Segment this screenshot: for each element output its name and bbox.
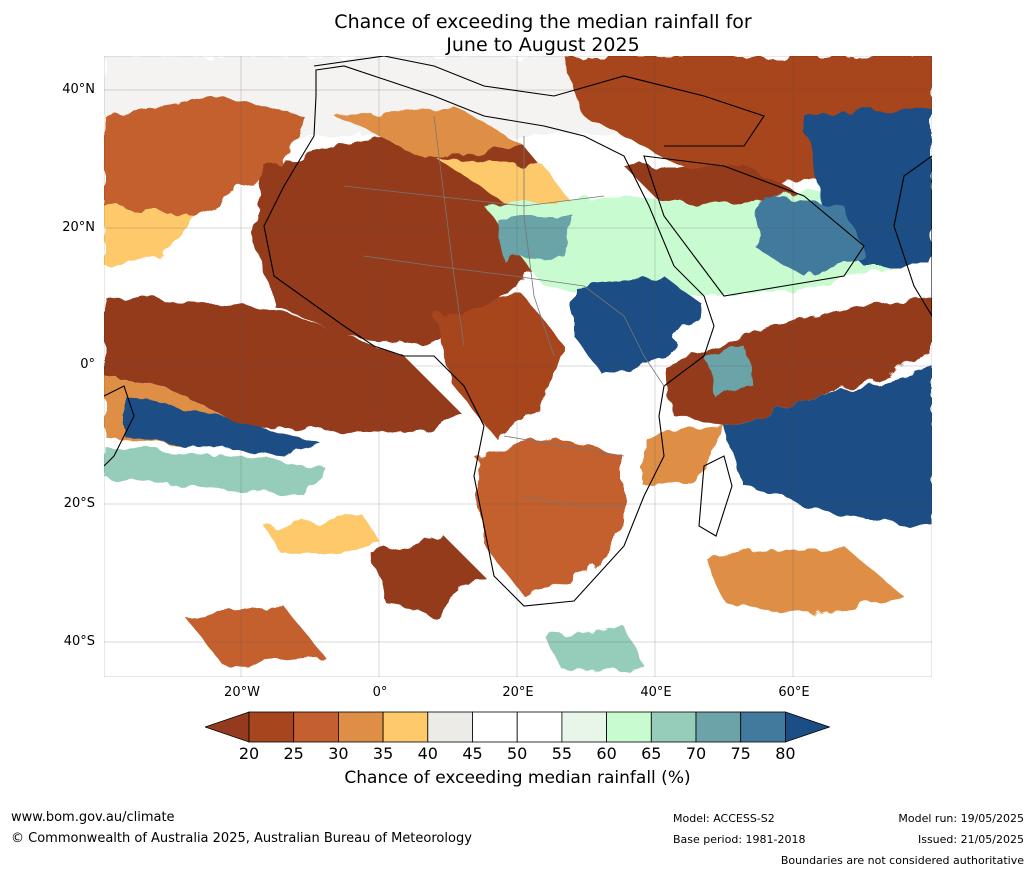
map-title-line1: Chance of exceeding the median rainfall … (334, 11, 752, 33)
colorbar-tick-label: 40 (417, 744, 438, 763)
colorbar-tick-label: 65 (641, 744, 662, 763)
south-america-coastline (104, 385, 135, 467)
colorbar-tick-label: 25 (283, 744, 304, 763)
colorbar-segment (695, 711, 742, 743)
coastlines (104, 56, 932, 607)
colorbar-tick-label: 35 (372, 744, 394, 763)
colorbar-tick-label: 55 (551, 744, 573, 763)
lat-label-0: 0° (80, 357, 95, 372)
arabia-coastline (643, 155, 865, 297)
model-name: Model: ACCESS-S2 (673, 812, 775, 825)
colorbar (205, 711, 830, 743)
wet-fringe-south-atlantic (104, 446, 324, 496)
lon-label-0: 0° (372, 685, 388, 700)
dry-zone-central-africa (434, 296, 564, 436)
madagascar-coastline (698, 455, 733, 537)
issued-date: Issued: 21/05/2025 (917, 833, 1024, 846)
colorbar-tick-label: 30 (328, 744, 349, 763)
colorbar-tick-label: 50 (507, 744, 528, 763)
dry-patch-south-atlantic (374, 536, 484, 616)
website-link[interactable]: www.bom.gov.au/climate (11, 810, 175, 825)
rainfall-map (104, 56, 932, 677)
lon-label-60e: 60°E (778, 685, 810, 700)
lat-label-40n: 40°N (62, 82, 95, 97)
wet-zone-arabian-sea (754, 196, 864, 276)
lon-label-40e: 40°E (640, 685, 672, 700)
wet-streak-south-atlantic (124, 396, 324, 456)
wet-zone-south-indian-ocean (724, 366, 932, 526)
colorbar-tick-label: 20 (238, 744, 260, 763)
orange-patch-southern (264, 516, 384, 556)
wet-patch-southern-ocean (544, 626, 644, 671)
india-coastline (893, 155, 932, 318)
colorbar-segment (516, 711, 563, 743)
colorbar-extend-high (785, 711, 830, 743)
colorbar-label: Chance of exceeding median rainfall (%) (344, 768, 691, 788)
orange-fringe-sahara (434, 156, 574, 216)
dry-fringe-sahara (334, 106, 524, 156)
orange-fringe-atlantic (104, 206, 194, 266)
dry-zone-southern-africa (474, 436, 624, 596)
copyright-notice: © Commonwealth of Australia 2025, Austra… (11, 831, 472, 846)
colorbar-tick-label: 60 (596, 744, 617, 763)
dry-band-indian-ocean (664, 296, 932, 426)
europe-coastline (313, 56, 765, 147)
dry-patch-southern-ocean-e (704, 546, 904, 616)
colorbar-segment (293, 711, 339, 743)
colorbar-segment (606, 711, 652, 743)
colorbar-extend-low (205, 711, 250, 743)
model-run-date: Model run: 19/05/2025 (898, 812, 1024, 825)
dry-patch-southern-ocean-w (184, 606, 324, 666)
colorbar-segment (382, 711, 429, 743)
boundaries-disclaimer: Boundaries are not considered authoritat… (780, 854, 1024, 867)
base-period: Base period: 1981-2018 (673, 833, 806, 846)
colorbar-tick-label: 45 (462, 744, 483, 763)
wet-zone-east-africa (574, 276, 704, 376)
lon-label-20e: 20°E (502, 685, 534, 700)
colorbar-segment (561, 711, 607, 743)
lat-label-20n: 20°N (62, 220, 95, 235)
wet-fringe-south-indian-ocean (704, 346, 754, 396)
colorbar-segment (650, 711, 697, 743)
colorbar-segment (427, 711, 473, 743)
colorbar-tick-label: 80 (775, 744, 796, 763)
lat-label-20s: 20°S (63, 496, 95, 511)
graticule (104, 56, 932, 677)
colorbar-segment (472, 711, 518, 743)
colorbar-segment (337, 711, 384, 743)
colorbar-tick-label: 75 (730, 744, 751, 763)
colorbar-tick-label: 70 (685, 744, 707, 763)
lon-label-20w: 20°W (224, 685, 260, 700)
dry-zone-north-atlantic (104, 96, 304, 216)
lat-label-40s: 40°S (63, 634, 95, 649)
colorbar-segment (740, 711, 786, 743)
country-borders (343, 115, 665, 507)
wet-zone-sahel-teal (494, 216, 574, 261)
colorbar-segment (248, 711, 295, 743)
africa-coastline (263, 65, 715, 607)
map-title-line2: June to August 2025 (446, 34, 640, 56)
